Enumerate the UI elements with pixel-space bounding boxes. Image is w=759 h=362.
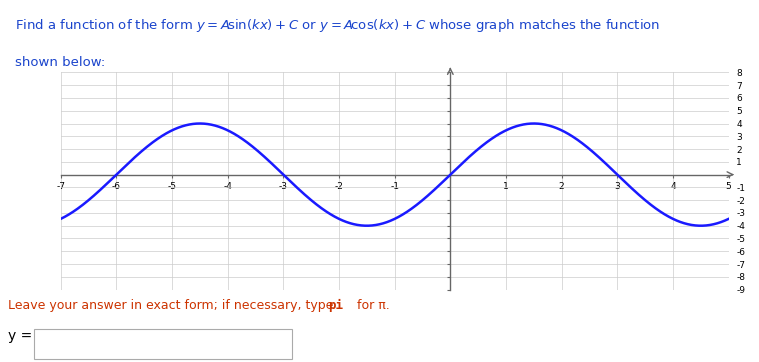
Text: shown below:: shown below: — [15, 56, 106, 69]
Text: pi: pi — [328, 299, 343, 312]
Text: Leave your answer in exact form; if necessary, type: Leave your answer in exact form; if nece… — [8, 299, 337, 312]
FancyBboxPatch shape — [34, 329, 292, 359]
Text: Find a function of the form $y = A\!\sin(kx)+C$ or $y = A\!\cos(kx)+C$ whose gra: Find a function of the form $y = A\!\sin… — [15, 17, 660, 34]
Text: for π.: for π. — [353, 299, 389, 312]
Text: y =: y = — [8, 329, 32, 343]
